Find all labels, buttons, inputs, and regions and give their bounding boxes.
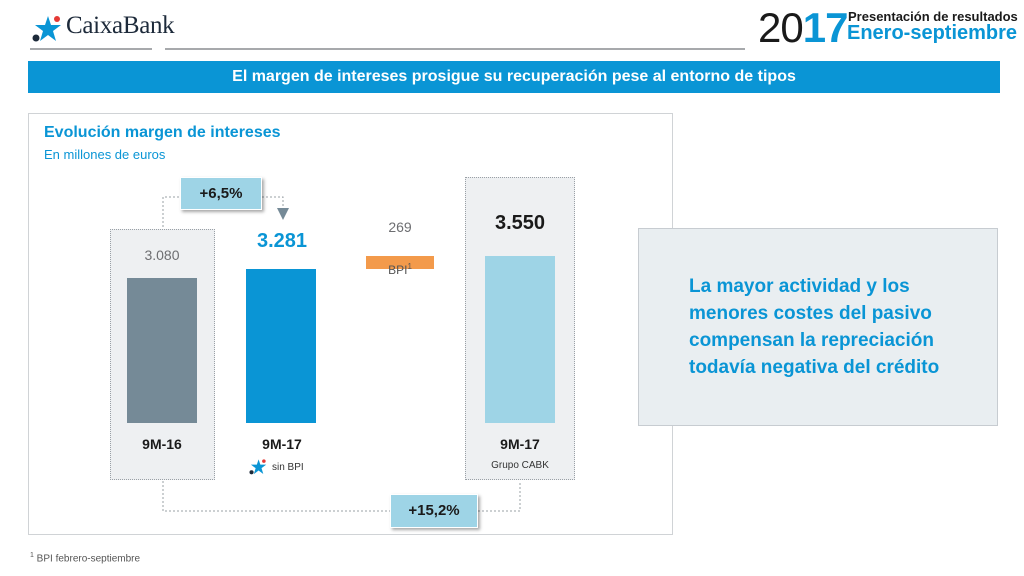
- footnote-marker: 1: [30, 552, 34, 559]
- year-part-1: 20: [758, 4, 804, 51]
- value-label-9m16: 3.080: [144, 247, 180, 263]
- report-year: 2017: [758, 4, 849, 52]
- bar-9m17-sin-bpi: [246, 268, 316, 423]
- caixabank-star-logo-icon: [32, 16, 61, 42]
- category-sub-grupo: Grupo CABK: [491, 460, 549, 471]
- bpi-label-text: BPI: [388, 263, 408, 277]
- category-label-9m17-grupo: 9M-17: [500, 436, 540, 452]
- footnote: 1 BPI febrero-septiembre: [30, 552, 140, 564]
- bpi-footnote-marker: 1: [407, 262, 412, 271]
- category-label-9m16: 9M-16: [142, 436, 182, 452]
- brand-name: CaixaBank: [66, 12, 175, 39]
- value-label-9m17-sin-bpi: 3.281: [256, 230, 308, 252]
- bar-9m17-grupo: [485, 256, 555, 423]
- chart-title: Evolución margen de intereses: [44, 124, 281, 141]
- header-divider: [165, 48, 745, 50]
- key-message-text: La mayor actividad y los menores costes …: [689, 276, 940, 378]
- growth-badge-short: +6,5%: [180, 177, 262, 210]
- caixabank-star-icon: [249, 459, 267, 475]
- footnote-text: BPI febrero-septiembre: [33, 553, 141, 565]
- key-message-box: [638, 228, 998, 426]
- presentation-period: Enero-septiembre: [847, 22, 1018, 44]
- header-divider-left: [30, 48, 152, 50]
- bar-bpi: [366, 256, 434, 269]
- category-sub-sin-bpi: sin BPI: [272, 462, 304, 473]
- category-label-9m17-sin-bpi: 9M-17: [262, 436, 302, 452]
- bar-9m16: [127, 278, 197, 423]
- headline-banner: El margen de intereses prosigue su recup…: [28, 61, 1000, 93]
- bpi-label: BPI1: [340, 262, 460, 277]
- presentation-title: Presentación de resultados: [848, 9, 1018, 24]
- value-label-9m17-grupo: 3.550: [494, 212, 546, 234]
- chart-subtitle: En millones de euros: [44, 147, 166, 162]
- growth-badge-total: +15,2%: [390, 494, 478, 528]
- value-label-bpi: 269: [388, 219, 412, 235]
- year-part-2: 17: [802, 4, 849, 51]
